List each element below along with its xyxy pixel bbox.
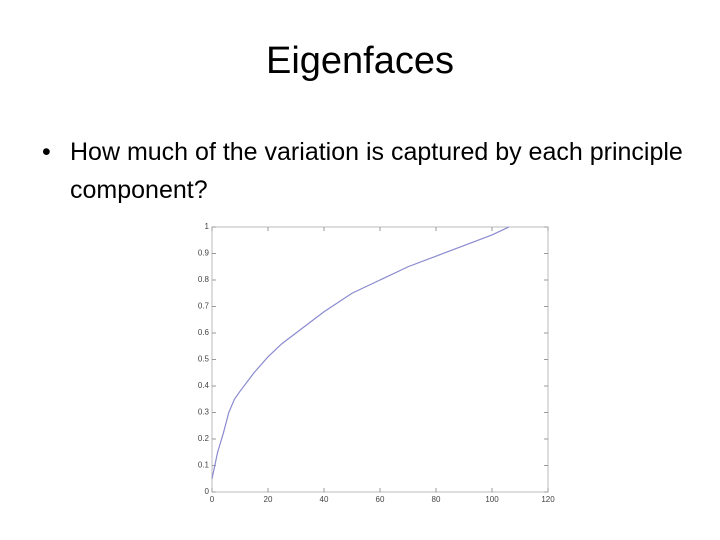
bullet: How much of the variation is captured by… [42,133,690,209]
x-tick-label: 120 [541,495,555,504]
x-tick-label: 20 [264,495,273,504]
x-tick-label: 40 [320,495,329,504]
y-tick-label: 0.8 [198,275,210,284]
y-tick-label: 0.3 [198,408,210,417]
y-tick-label: 0.6 [198,328,210,337]
y-tick-label: 1 [205,222,210,231]
x-tick-label: 100 [485,495,499,504]
y-tick-label: 0 [205,487,210,496]
slide-title: Eigenfaces [265,40,454,82]
y-tick-label: 0.5 [198,355,210,364]
data-line [211,226,510,479]
bullet-list: How much of the variation is captured by… [42,133,690,209]
x-tick-label: 60 [376,495,385,504]
plot-frame [211,226,549,493]
x-tick-label: 80 [432,495,441,504]
y-tick-label: 0.7 [198,302,210,311]
y-tick-label: 0.1 [198,461,210,470]
y-tick-label: 0.9 [198,249,210,258]
x-tick-label: 0 [210,495,215,504]
y-tick-label: 0.2 [198,434,210,443]
y-tick-label: 0.4 [198,381,210,390]
